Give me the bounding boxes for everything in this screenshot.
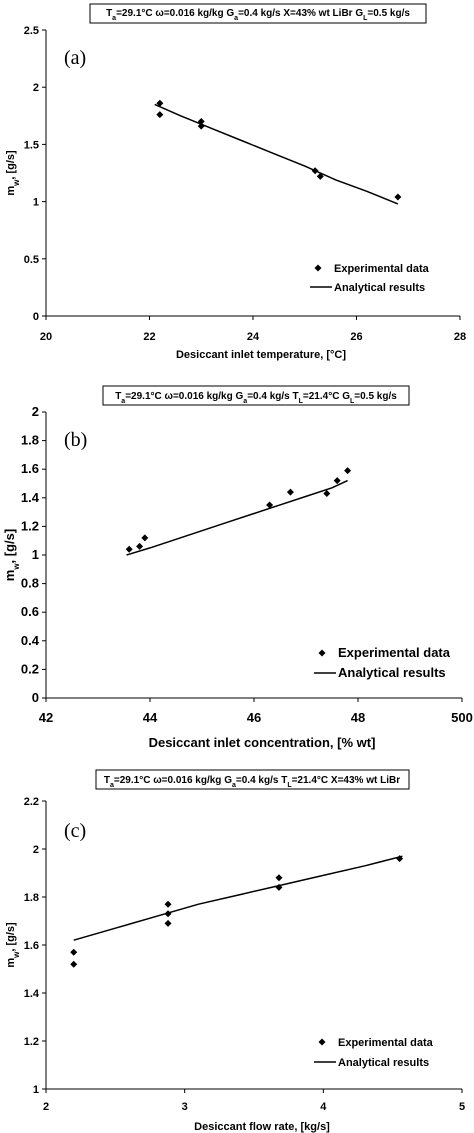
- y-tick-label: 2.5: [24, 25, 39, 37]
- y-tick-label: 2: [33, 82, 39, 94]
- data-point-experimental: [70, 960, 78, 968]
- data-point-experimental: [156, 111, 164, 119]
- y-tick-label: 0.8: [21, 576, 39, 591]
- chart-panel-b: Ta=29.1°C ω=0.016 kg/kg Ga=0.4 kg/s TL=2…: [2, 385, 473, 750]
- x-tick-label: 44: [143, 710, 158, 725]
- x-tick-label: 500: [451, 710, 473, 725]
- subscript: L: [287, 782, 292, 789]
- chart-title: Ta=29.1°C ω=0.016 kg/kg Ga=0.4 kg/s TL=2…: [115, 391, 397, 405]
- data-point-experimental: [316, 172, 324, 180]
- x-tick-label: 22: [143, 331, 155, 343]
- data-point-experimental: [141, 534, 149, 542]
- y-tick-label: 2: [32, 404, 39, 419]
- y-tick-label: 1: [32, 547, 39, 562]
- x-tick-label: 24: [247, 331, 260, 343]
- legend-label: Experimental data: [338, 645, 451, 660]
- x-axis-label: Desiccant flow rate, [kg/s]: [194, 1121, 330, 1133]
- chart-panel-a: Ta=29.1°C ω=0.016 kg/kg Ga=0.4 kg/s X=43…: [5, 3, 466, 361]
- x-axis-label: Desiccant inlet temperature, [°C]: [176, 349, 346, 361]
- y-tick-label: 2: [33, 844, 39, 856]
- y-tick-label: 0.5: [24, 254, 39, 266]
- y-tick-label: 1: [33, 197, 39, 209]
- chart-title: Ta=29.1°C ω=0.016 kg/kg Ga=0.4 kg/s TL=2…: [104, 775, 400, 789]
- series-line-analytical: [73, 855, 403, 941]
- x-tick-label: 5: [459, 1101, 465, 1113]
- legend-label: Analytical results: [334, 282, 425, 294]
- legend-label: Experimental data: [338, 1037, 434, 1049]
- legend-label: Analytical results: [338, 665, 446, 680]
- subscript: w: [12, 563, 21, 571]
- x-tick-label: 28: [454, 331, 466, 343]
- y-tick-label: 1.2: [21, 518, 39, 533]
- x-tick-label: 46: [247, 710, 261, 725]
- data-point-experimental: [164, 919, 172, 927]
- subscript: a: [243, 398, 247, 405]
- y-tick-label: 1.8: [24, 892, 39, 904]
- data-point-experimental: [164, 900, 172, 908]
- x-tick-label: 2: [43, 1101, 49, 1113]
- y-tick-label: 1.4: [21, 490, 40, 505]
- y-axis-label: mw, [g/s]: [5, 150, 21, 196]
- data-point-experimental: [344, 467, 352, 475]
- y-tick-label: 0.6: [21, 604, 39, 619]
- legend-marker-experimental: [314, 264, 322, 272]
- x-tick-label: 48: [351, 710, 365, 725]
- y-tick-label: 1.6: [21, 461, 39, 476]
- subscript: L: [363, 15, 368, 22]
- y-tick-label: 0.2: [21, 661, 39, 676]
- data-point-experimental: [394, 193, 402, 201]
- y-axis-label: mw, [g/s]: [5, 922, 21, 968]
- data-point-experimental: [323, 490, 331, 498]
- legend-label: Analytical results: [338, 1057, 429, 1069]
- y-tick-label: 1.2: [24, 1036, 39, 1048]
- y-tick-label: 0: [32, 690, 39, 705]
- subscript: L: [299, 398, 304, 405]
- x-tick-label: 3: [182, 1101, 188, 1113]
- subscript: L: [350, 398, 355, 405]
- chart-panel-c: Ta=29.1°C ω=0.016 kg/kg Ga=0.4 kg/s TL=2…: [5, 769, 465, 1133]
- panel-label: (b): [64, 429, 87, 451]
- x-tick-label: 42: [39, 710, 53, 725]
- series-line-analytical: [126, 479, 348, 556]
- data-point-experimental: [266, 501, 274, 509]
- legend-marker-experimental: [318, 649, 326, 657]
- subscript: a: [110, 782, 114, 789]
- x-axis-label: Desiccant inlet concentration, [% wt]: [149, 735, 376, 750]
- data-point-experimental: [275, 874, 283, 882]
- y-tick-label: 1.6: [24, 940, 39, 952]
- subscript: w: [12, 951, 21, 959]
- chart-title: Ta=29.1°C ω=0.016 kg/kg Ga=0.4 kg/s X=43…: [106, 8, 410, 22]
- chart-title-box: [95, 769, 410, 790]
- x-tick-label: 4: [320, 1101, 327, 1113]
- data-point-experimental: [333, 477, 341, 485]
- y-tick-label: 1.4: [24, 988, 40, 1000]
- data-point-experimental: [70, 948, 78, 956]
- data-point-experimental: [136, 542, 144, 550]
- legend-marker-experimental: [318, 1038, 326, 1046]
- y-tick-label: 0: [33, 311, 39, 323]
- data-point-experimental: [125, 545, 133, 553]
- subscript: a: [112, 15, 116, 22]
- data-point-experimental: [156, 99, 164, 107]
- x-tick-label: 26: [350, 331, 362, 343]
- series-line-analytical: [154, 103, 399, 205]
- subscript: w: [12, 179, 21, 187]
- y-tick-label: 1.5: [24, 139, 39, 151]
- subscript: a: [121, 398, 125, 405]
- chart-title-box: [102, 385, 410, 406]
- x-tick-label: 20: [40, 331, 52, 343]
- legend-label: Experimental data: [334, 263, 430, 275]
- y-tick-label: 1: [33, 1084, 39, 1096]
- y-tick-label: 2.2: [24, 796, 39, 808]
- data-point-experimental: [286, 488, 294, 496]
- panel-label: (c): [64, 820, 86, 842]
- chart-title-box: [89, 3, 427, 24]
- subscript: a: [234, 15, 238, 22]
- y-tick-label: 0.4: [21, 633, 40, 648]
- panel-label: (a): [64, 47, 86, 69]
- y-axis-label: mw, [g/s]: [2, 529, 21, 581]
- subscript: a: [232, 782, 236, 789]
- y-tick-label: 1.8: [21, 433, 39, 448]
